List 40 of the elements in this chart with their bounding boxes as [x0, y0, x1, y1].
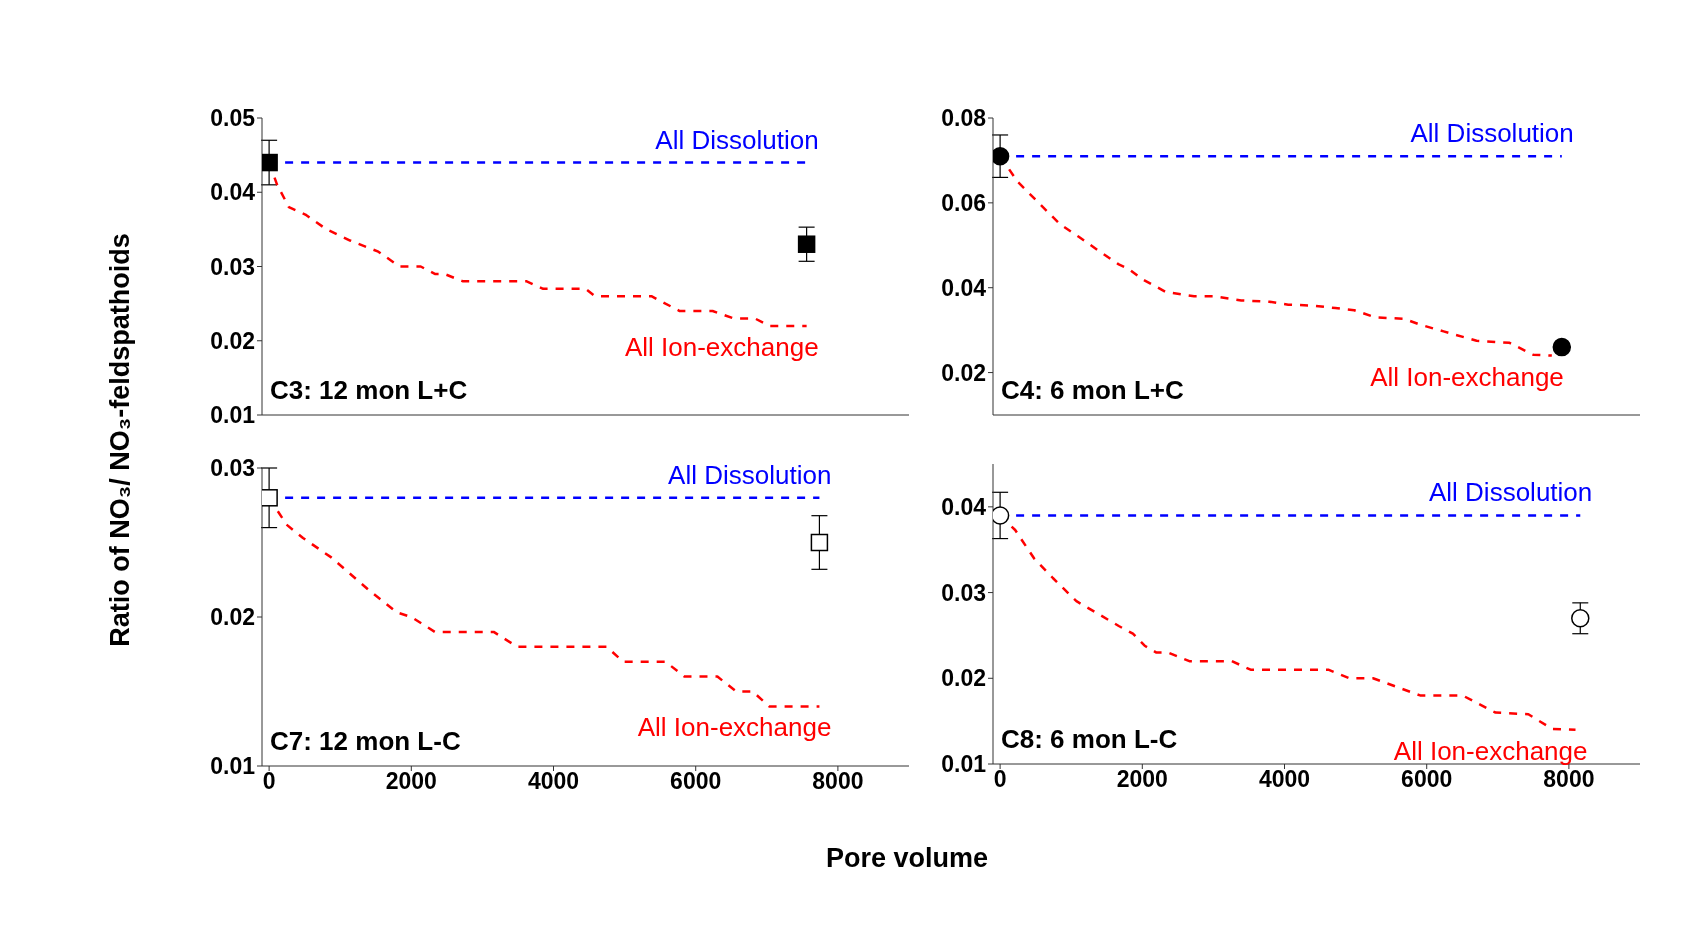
series-label: All Ion-exchange — [624, 331, 819, 362]
x-tick-label: 0 — [262, 768, 276, 795]
x-tick-label: 6000 — [1401, 766, 1453, 793]
y-tick-label: 0.05 — [210, 105, 256, 132]
text: C7: 12 mon L-C — [270, 726, 461, 757]
y-tick-label: 0.02 — [210, 604, 255, 631]
x-tick-label: 4000 — [527, 768, 580, 795]
y-tick-label: 0.04 — [210, 179, 256, 206]
series-label: All Dissolution — [655, 124, 819, 155]
series-label: All Ion-exchange — [637, 712, 832, 743]
x-tick-label: 8000 — [1543, 766, 1595, 793]
x-tick-label: 8000 — [812, 768, 864, 795]
y-tick-label: 0.03 — [210, 253, 255, 280]
x-axis-title: Pore volume — [825, 842, 989, 874]
series-label: All Ion-exchange — [1370, 361, 1564, 392]
y-tick-label: 0.03 — [941, 579, 986, 606]
y-tick-label: 0.08 — [941, 105, 987, 132]
series-label: All Dissolution — [1428, 477, 1593, 508]
y-tick-label: 0.04 — [941, 494, 987, 521]
y-tick-label: 0.02 — [210, 327, 255, 354]
x-tick-label: 4000 — [1258, 766, 1311, 793]
y-tick-label: 0.02 — [941, 359, 986, 386]
x-tick-label: 0 — [993, 766, 1007, 793]
x-tick-label: 2000 — [385, 768, 437, 795]
series-label: All Dissolution — [668, 459, 832, 490]
y-tick-label: 0.01 — [210, 753, 256, 780]
y-tick-label: 0.01 — [210, 402, 256, 429]
y-tick-label: 0.01 — [941, 751, 987, 778]
y-axis-title: Ratio of NO₃/ NO₃-feldspathoids — [104, 233, 136, 647]
y-tick-label: 0.02 — [941, 665, 986, 692]
y-tick-label: 0.06 — [941, 190, 986, 217]
x-tick-label: 2000 — [1116, 766, 1168, 793]
text: C3: 12 mon L+C — [270, 375, 468, 406]
y-tick-label: 0.04 — [941, 274, 987, 301]
text: C8: 6 mon L-C — [1001, 724, 1178, 755]
text: C4: 6 mon L+C — [1001, 375, 1184, 406]
series-label: All Ion-exchange — [1393, 735, 1588, 766]
series-label: All Dissolution — [1410, 118, 1574, 149]
y-tick-label: 0.03 — [210, 455, 255, 482]
x-tick-label: 6000 — [670, 768, 722, 795]
